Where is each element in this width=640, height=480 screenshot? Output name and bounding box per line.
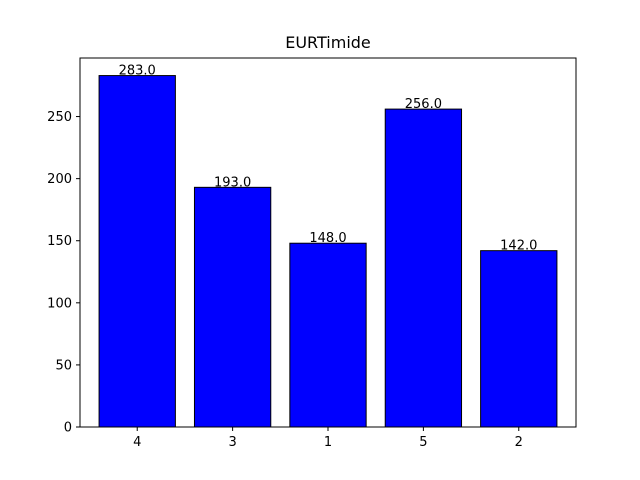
y-tick-label-150: 150 xyxy=(47,234,72,249)
y-tick-label-250: 250 xyxy=(47,110,72,125)
x-tick-label-5: 5 xyxy=(419,435,427,450)
bar-3 xyxy=(193,186,272,428)
bar-1 xyxy=(289,242,367,428)
data-label-3: 193.0 xyxy=(214,175,251,190)
plot-area: 283.0 4 193.0 3 148.0 1 256.0 5 142.0 2 0 50 100 150 2… xyxy=(47,57,577,450)
y-tick-label-0: 0 xyxy=(64,421,72,436)
y-tick-label-200: 200 xyxy=(47,172,72,187)
plot-frame xyxy=(79,57,577,428)
data-label-1: 148.0 xyxy=(309,231,346,246)
data-label-4: 283.0 xyxy=(119,64,156,79)
bar-4 xyxy=(98,75,176,428)
data-label-5: 256.0 xyxy=(405,97,442,112)
bar-5 xyxy=(384,108,463,428)
bar-2 xyxy=(480,250,558,428)
y-tick-label-100: 100 xyxy=(47,296,72,311)
data-label-2: 142.0 xyxy=(500,239,537,254)
x-tick-label-3: 3 xyxy=(228,435,236,450)
x-tick-label-1: 1 xyxy=(324,435,332,450)
chart-title: EURTimide xyxy=(285,33,371,52)
x-tick-label-4: 4 xyxy=(133,435,141,450)
x-tick-label-2: 2 xyxy=(515,435,523,450)
y-tick-label-50: 50 xyxy=(55,358,72,373)
